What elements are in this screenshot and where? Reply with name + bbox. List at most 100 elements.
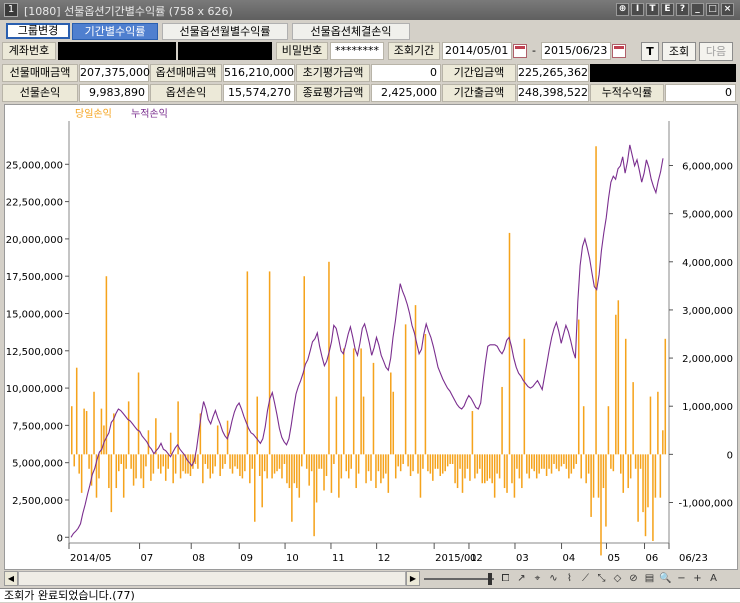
scroll-right-button[interactable]: ▶ [406, 571, 420, 586]
daily-pnl-bar [132, 454, 135, 486]
trade-button[interactable]: T [646, 3, 659, 16]
daily-pnl-bar [160, 454, 162, 474]
daily-pnl-bar [414, 305, 417, 455]
tool-trend-icon[interactable]: ⤡ [597, 573, 606, 584]
tab-monthly-return[interactable]: 선물옵션월별수익률 [162, 23, 288, 40]
end-date-input[interactable]: 2015/06/23 [541, 42, 611, 60]
daily-pnl-bar [155, 418, 157, 455]
daily-pnl-bar [610, 454, 612, 469]
minimize-button[interactable]: _ [691, 3, 704, 16]
tool-crosshair-icon[interactable]: ⌖ [534, 573, 541, 584]
daily-pnl-bar [110, 454, 113, 513]
daily-pnl-bar [394, 454, 397, 479]
daily-pnl-bar [446, 454, 449, 467]
calendar-icon[interactable] [513, 44, 527, 58]
tool-delete-icon[interactable]: ⊘ [629, 573, 638, 584]
zoom-out-icon[interactable]: − [677, 573, 686, 584]
info-button[interactable]: I [631, 3, 644, 16]
daily-pnl-bar [219, 454, 221, 477]
daily-pnl-bar [308, 454, 310, 486]
daily-pnl-bar [145, 454, 147, 467]
password-field[interactable]: ******** [330, 42, 384, 60]
daily-pnl-bar [283, 454, 286, 464]
daily-pnl-bar [568, 454, 570, 479]
daily-pnl-bar [434, 454, 437, 469]
x-tick-label: 12 [378, 553, 391, 564]
daily-pnl-bar [204, 454, 207, 464]
daily-pnl-bar [627, 454, 629, 489]
horizontal-scrollbar[interactable] [18, 571, 406, 586]
daily-pnl-bar [184, 454, 187, 474]
daily-pnl-bar [632, 382, 634, 455]
tab-execution-pnl[interactable]: 선물옵션체결손익 [292, 23, 410, 40]
text-tool-icon[interactable]: A [710, 573, 717, 584]
daily-pnl-bar [461, 454, 464, 493]
masked-field [590, 64, 736, 82]
daily-pnl-bar [570, 454, 573, 474]
t-button[interactable]: T [641, 42, 659, 61]
daily-pnl-bar [355, 454, 357, 489]
tool-frame-icon[interactable]: ⧠ [501, 573, 510, 584]
start-date-input[interactable]: 2014/05/01 [442, 42, 512, 60]
left-tick-label: 7,500,000 [12, 421, 63, 432]
daily-pnl-bar [506, 454, 508, 493]
link-icon[interactable]: ⊕ [616, 3, 629, 16]
close-button[interactable]: × [721, 3, 734, 16]
daily-pnl-bar [602, 454, 605, 489]
daily-pnl-bar [456, 454, 459, 489]
daily-pnl-bar [397, 454, 399, 467]
tool-arrow-icon[interactable]: ↗ [517, 573, 526, 584]
daily-pnl-bar [182, 454, 184, 472]
tool-line-icon[interactable]: ⟋ [582, 573, 589, 584]
search-button[interactable]: 조회 [662, 42, 696, 61]
excel-button[interactable]: E [661, 3, 674, 16]
date-separator: - [532, 44, 536, 57]
zoom-slider-handle[interactable] [488, 573, 492, 585]
help-button[interactable]: ? [676, 3, 689, 16]
daily-pnl-bar [261, 454, 263, 508]
daily-pnl-bar [654, 454, 657, 498]
tool-fib-icon[interactable]: ⌇ [567, 573, 572, 584]
daily-pnl-bar [164, 454, 167, 481]
group-change-button[interactable]: 그룹변경 [6, 23, 70, 39]
x-tick-label: 08 [192, 553, 205, 564]
initial-valuation-value: 0 [371, 64, 441, 82]
daily-pnl-bar [202, 454, 204, 484]
daily-pnl-bar [664, 338, 667, 455]
daily-pnl-bar [464, 454, 466, 479]
left-tick-label: 17,500,000 [6, 272, 63, 283]
pnl-chart[interactable]: 0 2,500,000 5,000,000 7,500,000 10,000,000 12… [4, 104, 738, 570]
account-number-field[interactable] [58, 42, 176, 60]
daily-pnl-bar [523, 338, 526, 455]
password-label: 비밀번호 [276, 42, 328, 60]
daily-pnl-bar [521, 454, 523, 489]
daily-pnl-bar [258, 454, 261, 477]
daily-pnl-bar [612, 454, 615, 472]
daily-pnl-bar [548, 454, 550, 469]
daily-pnl-bar [266, 454, 268, 479]
zoom-slider-track[interactable] [424, 578, 494, 580]
daily-pnl-bar [75, 367, 78, 455]
tool-print-icon[interactable]: ▤ [644, 573, 655, 584]
daily-pnl-bar [162, 454, 165, 467]
tab-period-return[interactable]: 기간별수익률 [72, 23, 158, 40]
daily-pnl-bar [577, 319, 580, 455]
tool-eraser-icon[interactable]: ◇ [613, 573, 622, 584]
next-button[interactable]: 다음 [699, 42, 733, 61]
maximize-button[interactable]: □ [706, 3, 719, 16]
daily-pnl-bar [597, 454, 600, 498]
calendar-icon[interactable] [612, 44, 626, 58]
scroll-left-button[interactable]: ◀ [4, 571, 18, 586]
zoom-in-icon[interactable]: + [693, 573, 702, 584]
daily-pnl-bar [234, 454, 236, 467]
zoom-search-icon[interactable]: 🔍 [659, 573, 672, 584]
daily-pnl-bar [152, 454, 155, 474]
daily-pnl-bar [387, 454, 390, 493]
daily-pnl-bar [419, 454, 422, 498]
daily-pnl-bar [357, 454, 360, 474]
right-tick-label: -1,000,000 [678, 498, 733, 509]
tool-wave-icon[interactable]: ∿ [549, 573, 558, 584]
daily-pnl-bar [122, 454, 125, 498]
x-tick-label: 06/23 [679, 553, 708, 564]
x-tick-label: 09 [240, 553, 253, 564]
